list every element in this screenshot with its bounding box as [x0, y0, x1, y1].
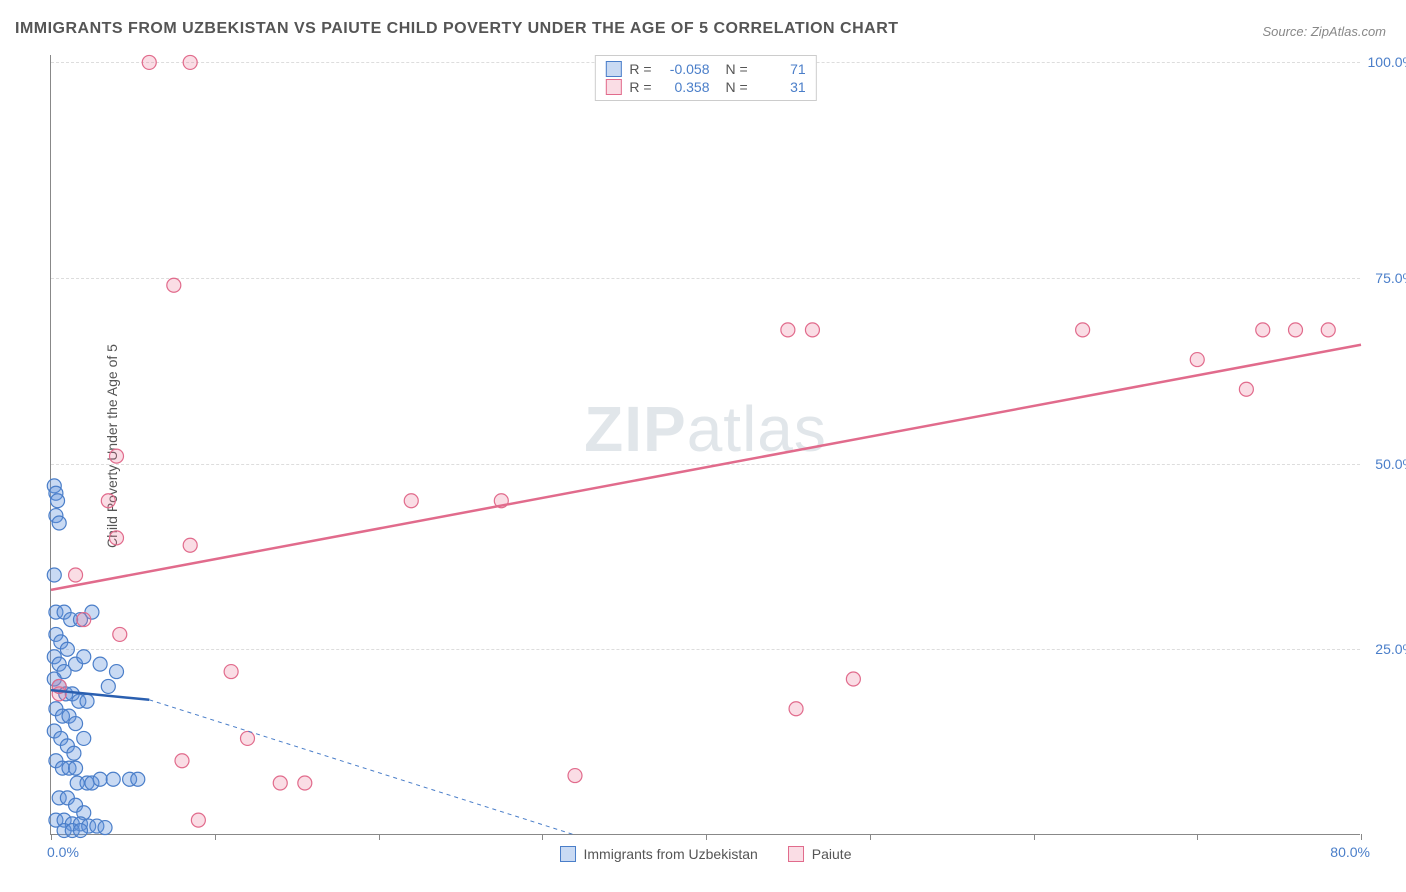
data-point: [69, 761, 83, 775]
x-tick: [870, 834, 871, 840]
legend-item-1: Immigrants from Uzbekistan: [560, 846, 758, 862]
data-point: [241, 731, 255, 745]
data-point: [47, 568, 61, 582]
data-point: [73, 824, 87, 838]
data-point: [175, 754, 189, 768]
data-point: [77, 731, 91, 745]
data-point: [110, 665, 124, 679]
data-point: [404, 494, 418, 508]
chart-title: IMMIGRANTS FROM UZBEKISTAN VS PAIUTE CHI…: [15, 20, 899, 38]
data-point: [110, 531, 124, 545]
x-axis-min: 0.0%: [47, 844, 79, 860]
n-value-2: 31: [756, 79, 806, 95]
data-point: [113, 627, 127, 641]
data-point: [805, 323, 819, 337]
r-value-1: -0.058: [660, 61, 710, 77]
data-point: [101, 494, 115, 508]
data-point: [101, 679, 115, 693]
data-point: [846, 672, 860, 686]
y-tick-label: 25.0%: [1375, 641, 1406, 657]
data-point: [60, 642, 74, 656]
data-point: [781, 323, 795, 337]
data-point: [69, 717, 83, 731]
legend-item-2: Paiute: [788, 846, 852, 862]
x-tick: [542, 834, 543, 840]
data-point: [298, 776, 312, 790]
swatch-icon: [605, 79, 621, 95]
data-point: [1256, 323, 1270, 337]
data-point: [1289, 323, 1303, 337]
data-point: [167, 278, 181, 292]
data-point: [789, 702, 803, 716]
x-tick: [379, 834, 380, 840]
data-point: [51, 494, 65, 508]
data-point: [80, 694, 94, 708]
legend-row-series2: R = 0.358 N = 31: [605, 78, 805, 96]
data-point: [52, 516, 66, 530]
r-value-2: 0.358: [660, 79, 710, 95]
scatter-svg: [51, 55, 1360, 834]
x-tick: [1034, 834, 1035, 840]
x-tick: [706, 834, 707, 840]
x-tick: [51, 834, 52, 840]
y-tick-label: 50.0%: [1375, 456, 1406, 472]
data-point: [183, 55, 197, 69]
data-point: [191, 813, 205, 827]
data-point: [1239, 382, 1253, 396]
n-value-1: 71: [756, 61, 806, 77]
data-point: [183, 538, 197, 552]
x-tick: [215, 834, 216, 840]
data-point: [1321, 323, 1335, 337]
data-point: [110, 449, 124, 463]
data-point: [1190, 353, 1204, 367]
data-point: [98, 821, 112, 835]
data-point: [142, 55, 156, 69]
data-point: [106, 772, 120, 786]
legend-row-series1: R = -0.058 N = 71: [605, 60, 805, 78]
series-legend: Immigrants from Uzbekistan Paiute: [560, 846, 852, 862]
plot-area: ZIPatlas 25.0%50.0%75.0%100.0% R = -0.05…: [50, 55, 1360, 835]
data-point: [93, 657, 107, 671]
y-tick-label: 75.0%: [1375, 270, 1406, 286]
source-attribution: Source: ZipAtlas.com: [1262, 24, 1386, 39]
legend-label: Paiute: [812, 846, 852, 862]
x-tick: [1197, 834, 1198, 840]
data-point: [273, 776, 287, 790]
swatch-icon: [560, 846, 576, 862]
data-point: [224, 665, 238, 679]
swatch-icon: [605, 61, 621, 77]
data-point: [77, 613, 91, 627]
data-point: [93, 772, 107, 786]
legend-label: Immigrants from Uzbekistan: [584, 846, 758, 862]
data-point: [568, 769, 582, 783]
x-axis-max: 80.0%: [1330, 844, 1370, 860]
x-tick: [1361, 834, 1362, 840]
y-tick-label: 100.0%: [1368, 54, 1406, 70]
swatch-icon: [788, 846, 804, 862]
data-point: [67, 746, 81, 760]
data-point: [77, 650, 91, 664]
correlation-legend: R = -0.058 N = 71 R = 0.358 N = 31: [594, 55, 816, 101]
data-point: [1076, 323, 1090, 337]
data-point: [131, 772, 145, 786]
data-point: [69, 568, 83, 582]
